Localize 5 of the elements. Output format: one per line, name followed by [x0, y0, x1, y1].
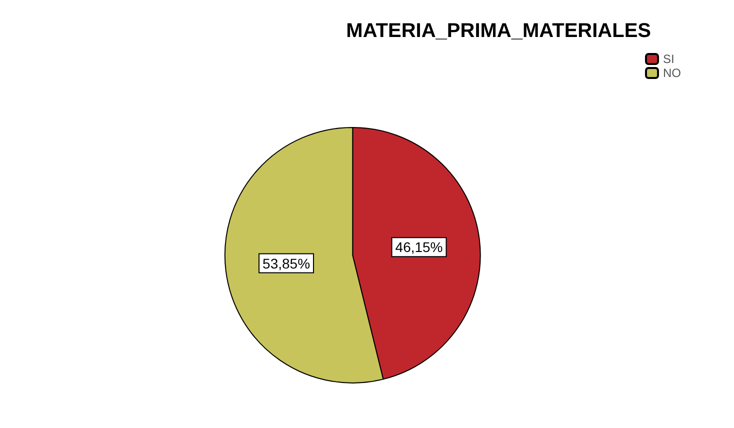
data-label: 53,85% — [262, 255, 310, 272]
legend-label: NO — [663, 66, 681, 80]
data-label: 46,15% — [395, 239, 443, 256]
legend-label: SI — [663, 52, 674, 66]
chart-title: MATERIA_PRIMA_MATERIALES — [346, 20, 652, 42]
